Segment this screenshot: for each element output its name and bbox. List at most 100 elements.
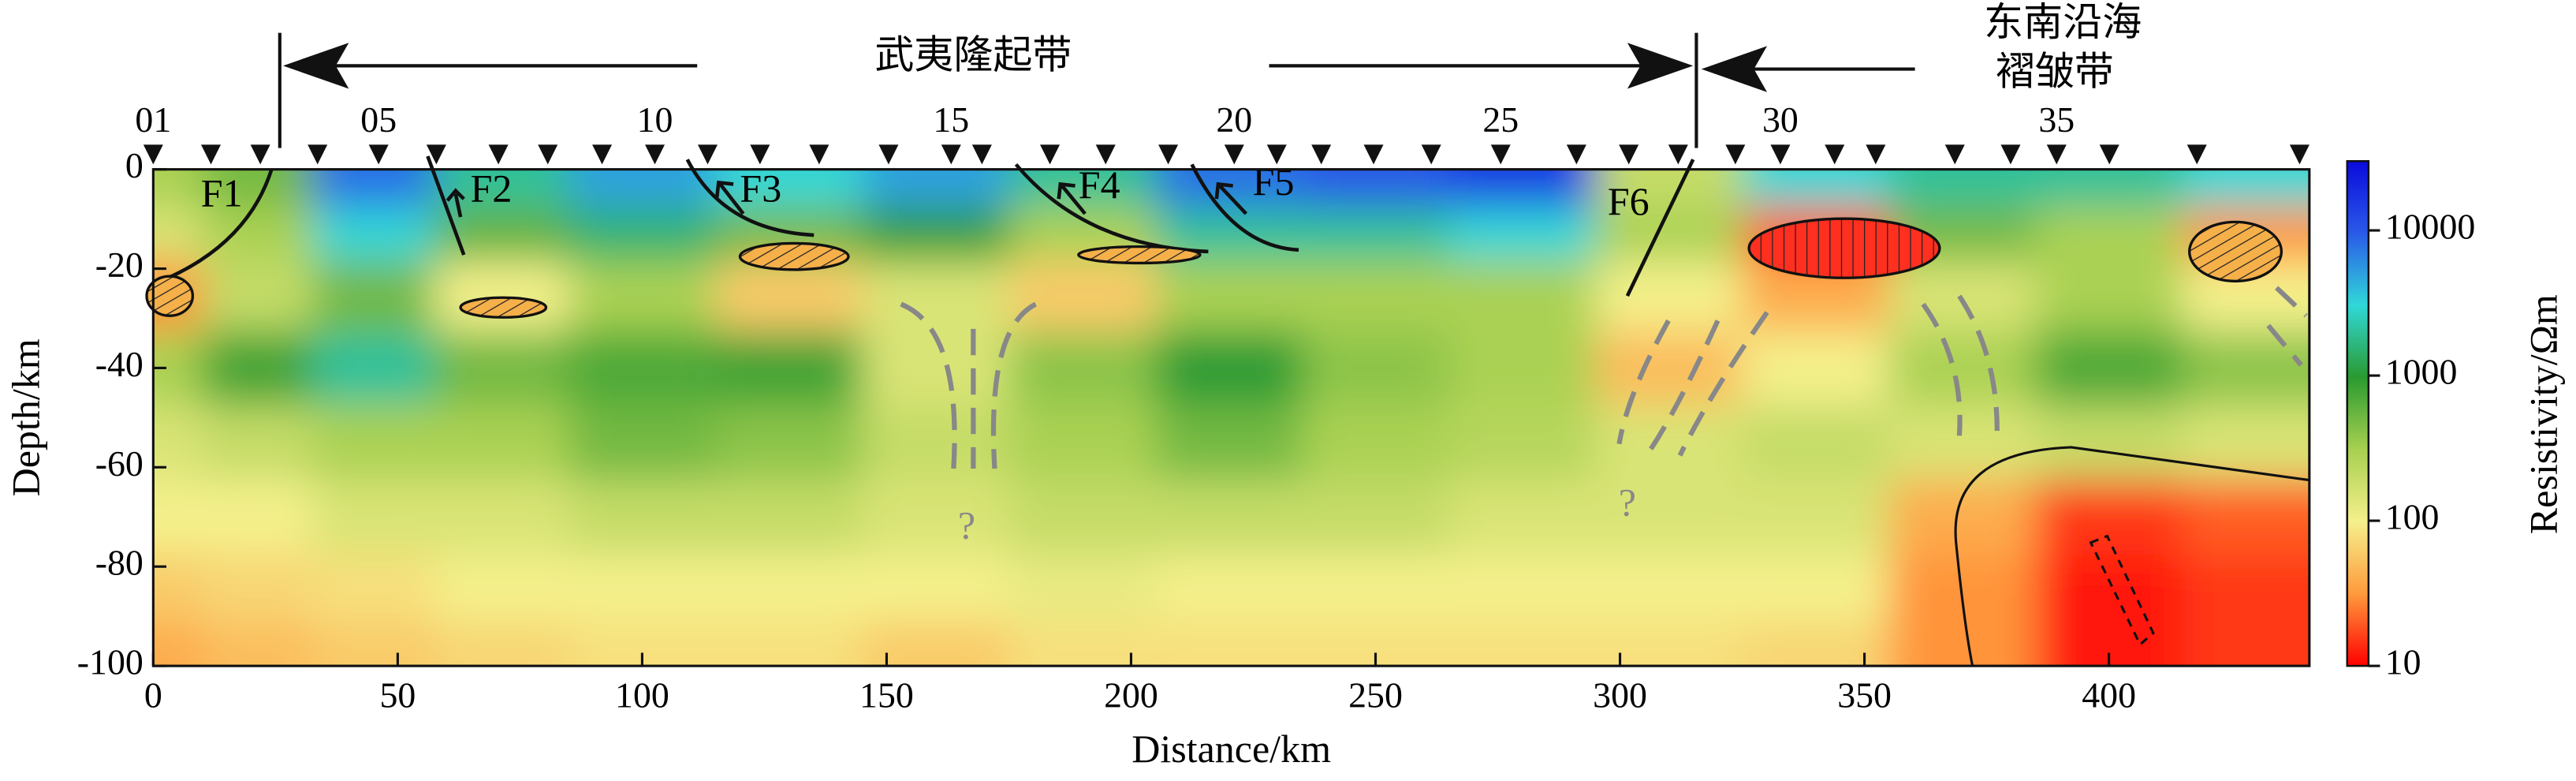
station xyxy=(143,144,163,165)
station-label: 30 xyxy=(1762,99,1799,140)
station-label: 25 xyxy=(1482,99,1519,140)
motion-arrow xyxy=(445,188,465,218)
field-cell xyxy=(153,621,203,667)
fault-line xyxy=(426,155,466,256)
field-cell xyxy=(1595,554,1743,622)
field-cell xyxy=(1742,331,1890,406)
field-cell xyxy=(1448,621,1597,667)
station xyxy=(250,144,270,165)
colorbar-tick-label: 10 xyxy=(2385,642,2421,682)
field-cell xyxy=(434,480,570,555)
conductor xyxy=(738,241,850,271)
field-cell xyxy=(2182,405,2309,481)
field-cell xyxy=(2035,206,2183,263)
field-cell xyxy=(153,480,203,555)
field-cell xyxy=(2182,554,2309,622)
field-cell xyxy=(2035,331,2183,406)
field-cell xyxy=(1302,480,1450,555)
field-cell xyxy=(2182,331,2309,406)
station xyxy=(2099,144,2119,165)
station xyxy=(426,144,446,165)
colorbar-tick-label: 100 xyxy=(2385,497,2440,537)
field-cell xyxy=(1888,480,2037,555)
field-cell xyxy=(1448,480,1597,555)
field-cell xyxy=(862,206,1010,263)
motion-arrow xyxy=(714,180,745,215)
field-cell xyxy=(2035,169,2183,207)
field-cell xyxy=(2182,480,2309,555)
field-cell xyxy=(1302,169,1450,207)
field-cell xyxy=(202,621,313,667)
station xyxy=(1668,144,1688,165)
dashed-curve xyxy=(2266,323,2303,367)
fault-label: F1 xyxy=(201,171,243,215)
field-cell xyxy=(569,554,717,622)
fault-line xyxy=(1190,163,1299,252)
x-tick-label: 200 xyxy=(1104,674,1158,715)
x-tick-label: 150 xyxy=(859,674,914,715)
station xyxy=(1363,144,1384,165)
station xyxy=(1095,144,1116,165)
field-cell xyxy=(569,331,717,406)
question-mark: ? xyxy=(1619,480,1636,524)
station xyxy=(809,144,829,165)
field-cell xyxy=(2035,554,2183,622)
dashed-curve xyxy=(990,301,1038,469)
field-cell xyxy=(1302,206,1450,263)
y-tick-label: -60 xyxy=(95,443,144,484)
dashed-curve xyxy=(1677,311,1769,457)
field-cell xyxy=(715,405,863,481)
field-cell xyxy=(2035,405,2183,481)
station xyxy=(1224,144,1244,165)
field-cell xyxy=(1008,554,1157,622)
field-cell xyxy=(715,554,863,622)
dashed-structures xyxy=(900,286,2308,469)
colorbar-label: Resistivity/Ωm xyxy=(2522,294,2566,534)
question-mark: ? xyxy=(958,503,975,547)
field-cell xyxy=(715,261,863,332)
fault-line xyxy=(685,159,815,237)
field-cell xyxy=(1302,554,1450,622)
field-cell xyxy=(2182,169,2309,207)
field-cell xyxy=(1155,621,1303,667)
x-tick-label: 400 xyxy=(2082,674,2136,715)
dashed-curve xyxy=(1646,320,1720,454)
fault-line xyxy=(155,168,274,285)
field-cell xyxy=(1302,331,1450,406)
field-cell xyxy=(434,554,570,622)
field-cell xyxy=(311,405,435,481)
belt-label: 武夷隆起带 xyxy=(874,33,1072,77)
field-cell xyxy=(862,331,1010,406)
station xyxy=(645,144,665,165)
conductor xyxy=(459,296,548,319)
x-tick-label: 100 xyxy=(615,674,669,715)
belt-markers xyxy=(278,32,1915,148)
conductor xyxy=(1077,245,1202,265)
field-cell xyxy=(862,480,1010,555)
arrow-head xyxy=(1627,43,1694,89)
field-cell xyxy=(1448,405,1597,481)
field-cell xyxy=(1008,405,1157,481)
conductor xyxy=(145,275,195,317)
field-cell xyxy=(202,554,313,622)
station xyxy=(1311,144,1332,165)
contour xyxy=(1954,446,2310,667)
field-cell xyxy=(1302,405,1450,481)
x-tick-label: 350 xyxy=(1837,674,1892,715)
station xyxy=(538,144,558,165)
field-cell xyxy=(1595,331,1743,406)
field-cell xyxy=(1595,261,1743,332)
station xyxy=(488,144,509,165)
dashed-curve xyxy=(1957,294,2000,432)
field-cell xyxy=(311,169,435,207)
belt-label: 东南沿海 xyxy=(1984,0,2142,44)
y-tick-label: -40 xyxy=(95,344,144,384)
fault-label: F6 xyxy=(1608,179,1650,223)
dashed-curve xyxy=(1921,302,1963,436)
field-cell xyxy=(2035,480,2183,555)
x-tick-label: 0 xyxy=(144,674,162,715)
field-cell xyxy=(1888,169,2037,207)
field-cell xyxy=(1448,169,1597,207)
field-cell xyxy=(1888,405,2037,481)
